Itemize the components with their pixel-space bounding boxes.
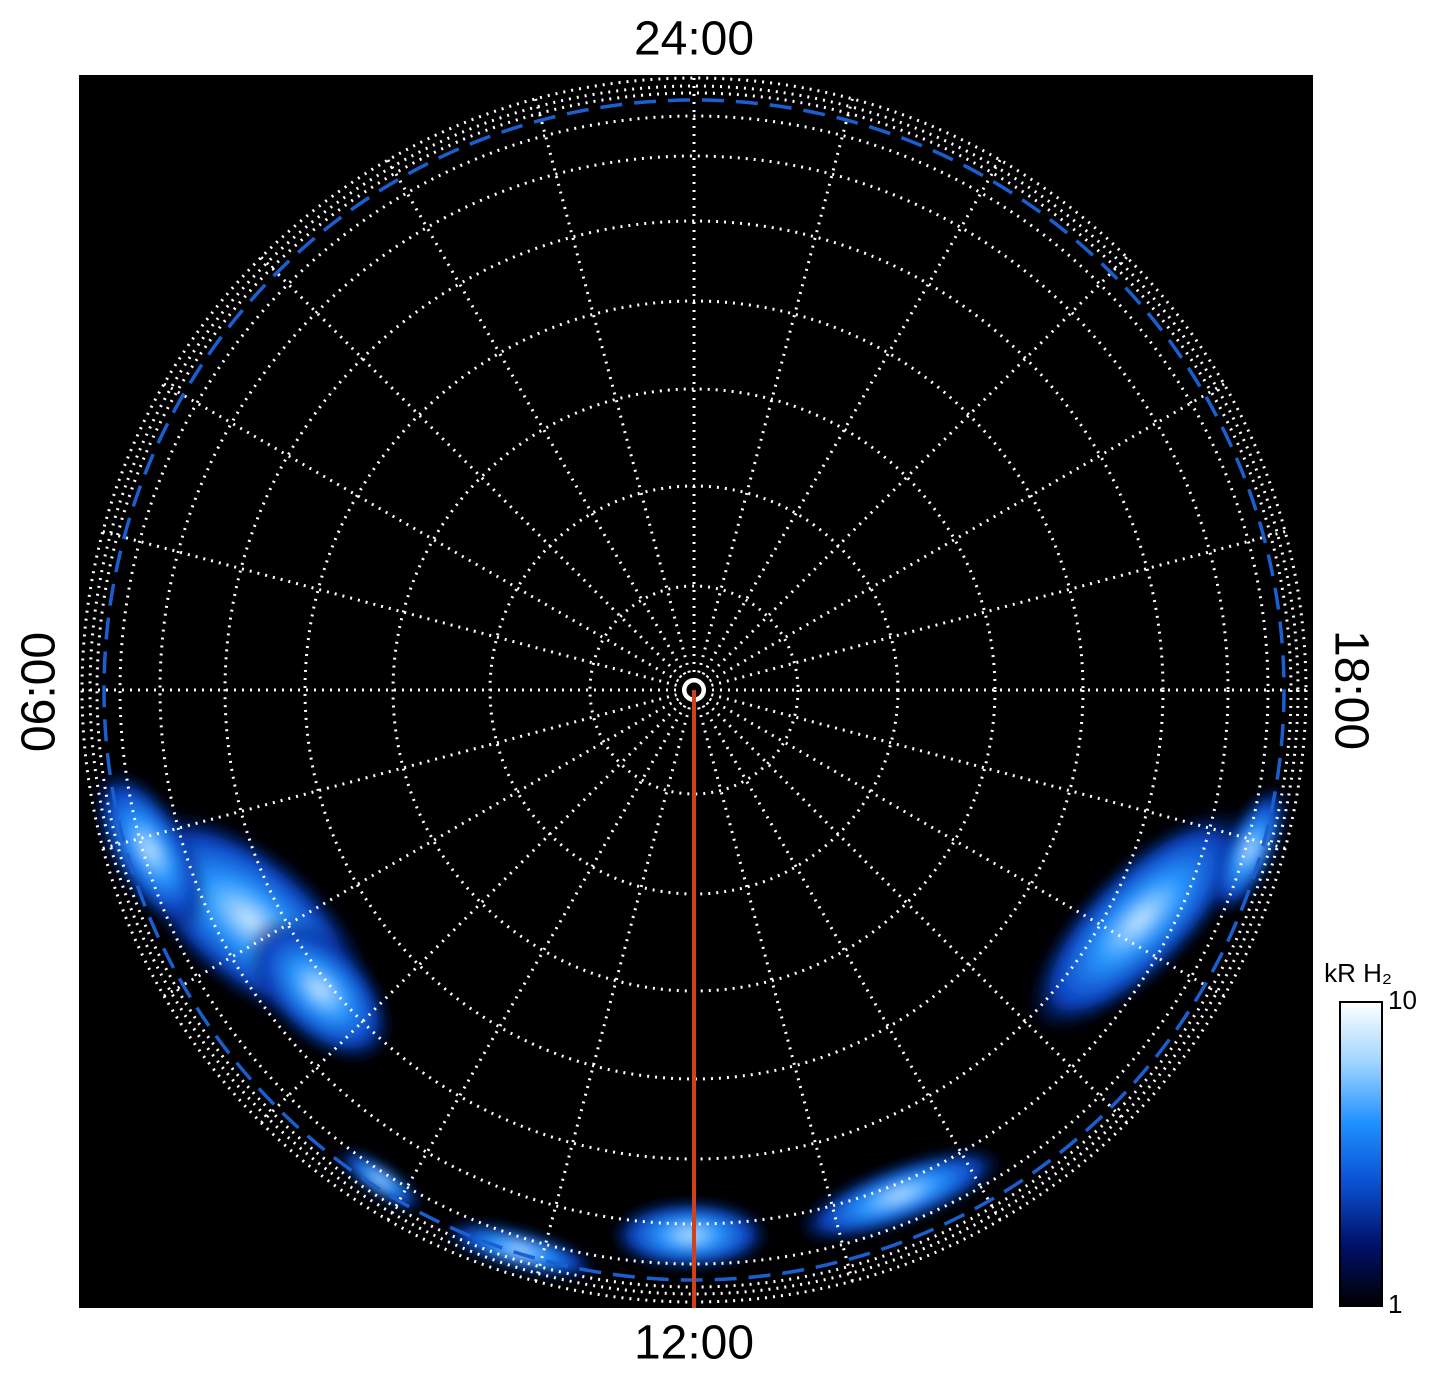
latitude-circle — [303, 299, 1085, 1081]
time-label: 12:00 — [634, 1317, 754, 1370]
colorbar-tick-label: 10 — [1388, 985, 1417, 1015]
colorbar — [1339, 1001, 1383, 1307]
latitude-circle — [118, 114, 1270, 1266]
colorbar-tick-label: 1 — [1388, 1289, 1402, 1319]
latitude-circle — [588, 584, 800, 796]
aurora-emission — [93, 769, 1288, 1279]
time-label: 24:00 — [634, 13, 754, 66]
time-label: 18:00 — [1324, 630, 1377, 750]
colorbar-title: kR H₂ — [1324, 958, 1392, 988]
latitude-circle — [158, 154, 1230, 1226]
time-label: 06:00 — [13, 632, 66, 752]
polar-grid — [80, 76, 1308, 1308]
latitude-circle — [88, 84, 1300, 1296]
